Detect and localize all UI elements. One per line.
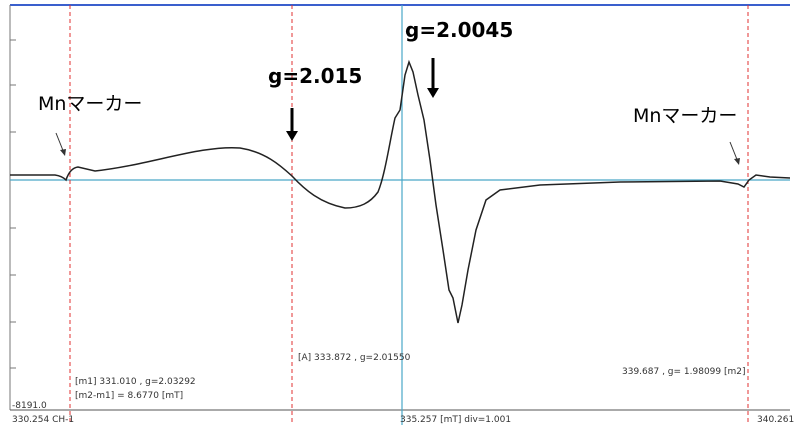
readout: 340.261 xyxy=(757,415,794,425)
annotation: Mnマーカー xyxy=(38,93,142,115)
spectrum-curve xyxy=(10,59,791,324)
readout: 330.254 CH-1 xyxy=(12,415,74,425)
annotation: g=2.0045 xyxy=(405,18,513,42)
readout: [m1] 331.010 , g=2.03292 xyxy=(75,377,196,387)
marker-lines xyxy=(69,5,749,425)
readout: [A] 333.872 , g=2.01550 xyxy=(298,353,411,363)
annotation: Mnマーカー xyxy=(633,105,737,127)
readout: -8191.0 xyxy=(12,401,47,411)
y-ticks xyxy=(10,39,16,369)
arrow-head xyxy=(427,88,439,98)
readout: 339.687 , g= 1.98099 [m2] xyxy=(622,367,746,377)
readout: [m2-m1] = 8.6770 [mT] xyxy=(75,391,183,401)
pointer-head xyxy=(60,149,66,156)
readout: 335.257 [mT] div=1.001 xyxy=(400,415,511,425)
pointer-head xyxy=(734,158,740,165)
arrow-head xyxy=(286,131,298,141)
annotation: g=2.015 xyxy=(268,64,362,88)
